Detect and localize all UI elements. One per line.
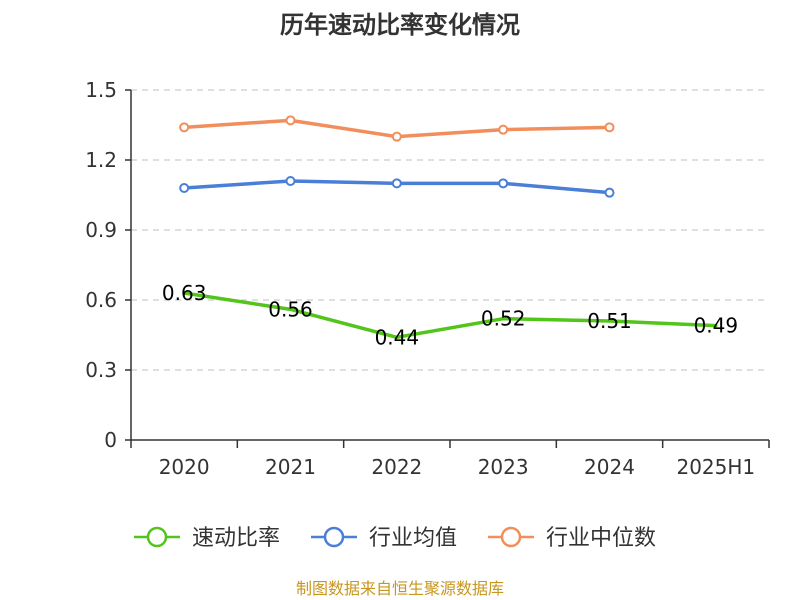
x-tick-label: 2021 [265, 455, 316, 479]
data-point [179, 122, 190, 133]
legend-marker-icon [500, 526, 522, 548]
y-tick-label: 0.6 [85, 288, 117, 312]
y-tick-label: 1.2 [85, 148, 117, 172]
data-point [285, 176, 296, 186]
legend-marker-icon [323, 526, 345, 548]
x-tick-label: 2020 [159, 455, 210, 479]
x-tick-label: 2024 [584, 455, 635, 479]
data-point [285, 115, 296, 126]
x-tick-label: 2023 [478, 455, 529, 479]
series-line-1 [182, 291, 718, 340]
x-tick-label: 2025H1 [676, 455, 755, 479]
data-label: 0.56 [268, 297, 313, 321]
data-point [391, 178, 402, 189]
y-tick-label: 0.9 [85, 218, 117, 242]
y-tick-label: 0.3 [85, 358, 117, 382]
data-point [498, 178, 509, 189]
legend-label: 速动比率 [192, 526, 280, 551]
data-label: 0.44 [375, 325, 420, 349]
data-point [498, 124, 509, 135]
legend-label: 行业中位数 [546, 526, 656, 551]
grid [131, 89, 769, 371]
axes: 0 0.3 0.6 0.9 1.2 1.5 2020 2021 2022 2023 2024 2025… [85, 78, 770, 479]
data-point [179, 183, 190, 193]
y-tick-label: 0 [104, 428, 117, 452]
chart-title: 历年速动比率变化情况 [280, 11, 520, 39]
data-label: 0.52 [481, 307, 526, 331]
data-point [604, 122, 615, 133]
data-label: 0.49 [694, 314, 739, 338]
x-tick-label: 2022 [371, 455, 422, 479]
legend-label: 行业均值 [369, 526, 457, 551]
source-note: 制图数据来自恒生聚源数据库 [296, 579, 504, 598]
legend: 速动比率 行业均值 行业中位数 [134, 526, 656, 551]
series-layer: 0.63 0.56 0.44 0.52 0.51 0.49 [162, 115, 739, 349]
y-tick-label: 1.5 [85, 78, 117, 102]
data-label: 0.63 [162, 281, 207, 305]
data-point [604, 187, 615, 198]
data-label: 0.51 [587, 309, 632, 333]
data-point [391, 131, 402, 142]
legend-marker-icon [146, 526, 168, 548]
